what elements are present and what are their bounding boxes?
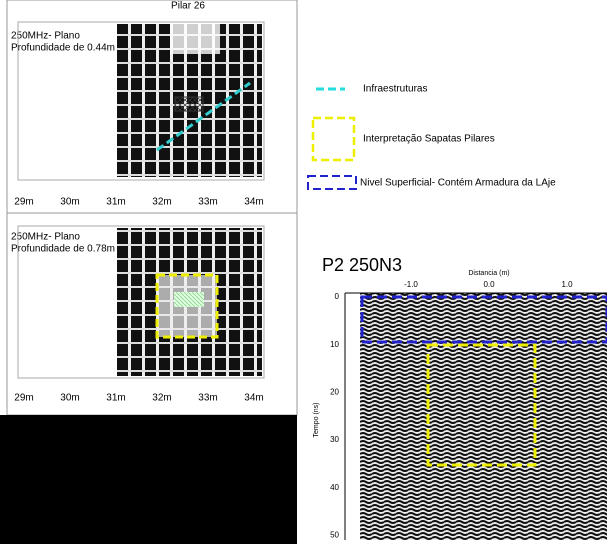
x-tick-label: -1.0: [404, 280, 418, 289]
legend-text: Nivel Superficial- Contém Armadura da LA…: [360, 178, 556, 189]
x-label: 30m: [60, 393, 79, 404]
label: 250MHz- Plano: [11, 232, 80, 243]
x-label: 34m: [244, 197, 263, 208]
x-label: 31m: [106, 197, 125, 208]
figure: Pilar 26 250MHz- Plano Profundidade de 0…: [0, 0, 607, 544]
x-label: 32m: [152, 393, 171, 404]
y-tick-label: 50: [330, 531, 339, 540]
x-label: 30m: [60, 197, 79, 208]
x-label: 34m: [244, 393, 263, 404]
x-label: 32m: [152, 197, 171, 208]
legend-text: Infraestruturas: [363, 84, 427, 95]
legend-swatch: [313, 118, 354, 160]
y-tick-label: 20: [330, 388, 339, 397]
x-label: 33m: [198, 197, 217, 208]
title: Pilar 26: [171, 1, 205, 12]
x-label: 31m: [106, 393, 125, 404]
x-axis-label: Distancia (m): [468, 270, 509, 277]
legend-swatch: [308, 176, 356, 189]
dark-area: [0, 415, 297, 544]
label: Profundidade de 0.78m: [11, 244, 115, 255]
x-tick-label: 0.0: [483, 280, 495, 289]
scan: [170, 24, 220, 54]
radargram-title: P2 250N3: [322, 255, 402, 275]
y-tick-label: 10: [330, 340, 339, 349]
x-label: 33m: [198, 393, 217, 404]
x-label: 29m: [14, 393, 33, 404]
x-label: 29m: [14, 197, 33, 208]
label: Profundidade de 0.44m: [11, 43, 115, 54]
x-tick-label: 1.0: [561, 280, 573, 289]
label: 250MHz- Plano: [11, 31, 80, 42]
legend-text: Interpretação Sapatas Pilares: [363, 134, 495, 145]
y-tick-label: 30: [330, 435, 339, 444]
y-tick-label: 40: [330, 483, 339, 492]
marker: [174, 292, 204, 307]
y-axis-label: Tempo (ns): [313, 402, 320, 437]
marker: [175, 97, 203, 111]
y-tick-label: 0: [335, 292, 340, 301]
radargram: [360, 293, 607, 540]
